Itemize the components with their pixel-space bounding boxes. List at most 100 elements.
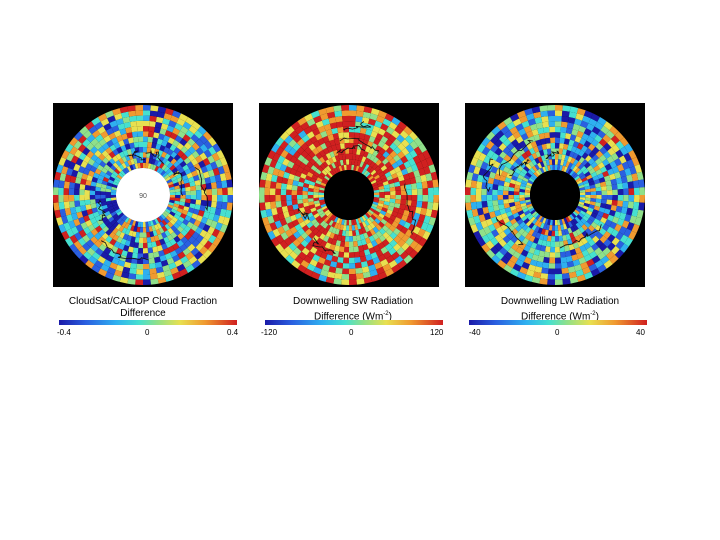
grid-cell [369, 113, 378, 121]
grid-cell [609, 254, 619, 264]
grid-cell [368, 147, 376, 155]
grid-cell [79, 195, 85, 201]
grid-cell [284, 135, 294, 145]
grid-cell [494, 234, 503, 243]
cloud-fraction-caption: CloudSat/CALIOP Cloud Fraction Differenc… [43, 296, 243, 320]
grid-cell [161, 219, 168, 226]
grid-cell [380, 123, 389, 132]
grid-cell [322, 161, 329, 168]
grid-cell [518, 140, 527, 148]
grid-cell [404, 135, 414, 145]
grid-cell [69, 234, 78, 244]
grid-cell [575, 154, 582, 162]
grid-cell [565, 255, 573, 263]
grid-cell [167, 234, 174, 242]
grid-cell [364, 237, 372, 244]
grid-cell [584, 155, 592, 163]
grid-cell [321, 214, 328, 221]
grid-cell [286, 184, 293, 190]
grid-cell [605, 204, 612, 210]
grid-cell [217, 215, 225, 224]
grid-cell [269, 222, 278, 231]
grid-cell [78, 229, 87, 238]
grid-cell [516, 177, 523, 183]
grid-cell [320, 113, 329, 121]
grid-cell [113, 130, 122, 138]
grid-cell [405, 144, 414, 153]
grid-cell [189, 181, 196, 187]
grid-cell [115, 264, 124, 272]
grid-cell [372, 149, 379, 157]
grid-cell [494, 242, 503, 251]
grid-cell [128, 230, 134, 237]
grid-cell [158, 215, 164, 222]
grid-cell [79, 200, 86, 207]
grid-cell [205, 200, 212, 207]
grid-cell [422, 230, 431, 240]
grid-cell [352, 230, 357, 237]
grid-cell [399, 250, 409, 260]
grid-cell [113, 252, 122, 260]
grid-cell [483, 169, 491, 178]
grid-cell [486, 200, 494, 207]
grid-cell [161, 164, 168, 171]
grid-cell [190, 185, 197, 191]
grid-cell [366, 224, 373, 231]
grid-cell [310, 207, 317, 213]
grid-cell [594, 247, 603, 256]
grid-cell [131, 231, 137, 238]
grid-cell [297, 154, 305, 163]
grid-cell [138, 237, 143, 243]
grid-cell [468, 164, 476, 174]
grid-cell [284, 237, 293, 246]
grid-cell [389, 168, 397, 176]
grid-cell [194, 130, 203, 139]
grid-cell [306, 131, 315, 140]
grid-cell [473, 166, 481, 175]
grid-cell [504, 251, 513, 260]
grid-cell [409, 240, 419, 250]
grid-cell [146, 237, 152, 243]
grid-cell [425, 223, 434, 234]
grid-cell [470, 201, 478, 210]
grid-cell [549, 246, 555, 253]
grid-cell [329, 261, 338, 268]
grid-cell [110, 164, 117, 171]
grid-cell [152, 137, 159, 144]
grid-cell [193, 163, 201, 171]
grid-cell [384, 113, 394, 122]
grid-cell [586, 135, 595, 144]
grid-cell [114, 215, 121, 222]
grid-cell [270, 201, 277, 209]
grid-cell [534, 266, 543, 273]
grid-cell [314, 133, 323, 141]
grid-cell [380, 165, 388, 172]
grid-cell [108, 151, 116, 159]
grid-cell [122, 266, 131, 274]
grid-cell [297, 227, 305, 236]
grid-cell [146, 147, 152, 153]
grid-cell [413, 137, 423, 147]
grid-cell [537, 221, 543, 228]
grid-cell [300, 121, 310, 131]
grid-cell [208, 234, 217, 244]
grid-cell [590, 171, 598, 178]
grid-cell [564, 245, 570, 252]
grid-cell [199, 205, 206, 212]
grid-cell [589, 184, 596, 189]
grid-cell [349, 148, 354, 154]
grid-cell [400, 199, 407, 205]
grid-cell [106, 139, 114, 148]
grid-cell [181, 174, 189, 181]
grid-cell [524, 189, 531, 193]
grid-cell [567, 156, 573, 163]
grid-cell [397, 151, 405, 159]
grid-cell [582, 168, 589, 175]
grid-cell [158, 133, 165, 141]
grid-cell [403, 173, 410, 181]
grid-cell [486, 131, 496, 141]
grid-cell [512, 118, 522, 127]
grid-cell [167, 137, 175, 145]
grid-cell [338, 218, 343, 225]
grid-cell [548, 115, 555, 122]
